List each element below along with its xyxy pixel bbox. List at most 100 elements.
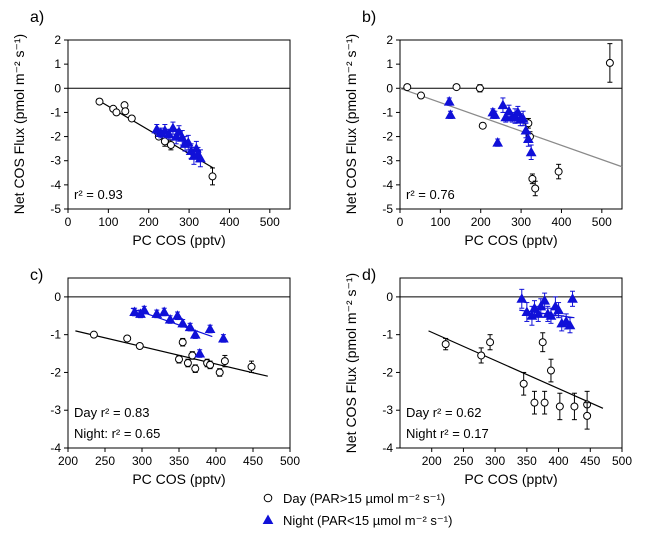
night-point: [521, 306, 533, 316]
r-squared-annotation: r² = 0.76: [406, 187, 455, 202]
night-point: [138, 304, 150, 315]
r-squared-annotation: Day r² = 0.62: [406, 405, 482, 420]
night-point: [163, 128, 175, 139]
day-point: [121, 107, 130, 116]
night-point: [194, 348, 206, 358]
night-point: [516, 293, 528, 303]
x-tick-label: 250: [95, 454, 115, 468]
y-tick-label: -5: [382, 202, 393, 216]
legend-day-label: Day (PAR>15 µmol m⁻² s⁻¹): [283, 491, 445, 506]
legend-night-marker: [262, 514, 274, 524]
day-point: [546, 366, 555, 375]
x-axis-label: PC COS (pptv): [132, 471, 225, 487]
day-point: [95, 97, 104, 106]
night-point: [195, 152, 206, 163]
day-point: [178, 338, 187, 347]
y-tick-label: 1: [386, 57, 393, 71]
x-axis-label: PC COS (pptv): [464, 232, 557, 248]
day-point: [486, 338, 495, 347]
night-point: [489, 109, 501, 119]
x-tick-label: 500: [260, 215, 280, 229]
night-point: [500, 111, 512, 122]
night-point: [172, 310, 183, 320]
legend-day-marker: [263, 493, 273, 503]
y-tick-label: -4: [382, 441, 393, 455]
y-tick-label: -2: [382, 365, 393, 379]
night-point: [184, 321, 196, 332]
x-axis-label: PC COS (pptv): [464, 471, 557, 487]
panel-label: c): [30, 267, 43, 284]
night-point: [553, 304, 564, 315]
day-point: [570, 402, 579, 411]
y-tick-label: -5: [50, 202, 61, 216]
x-tick-label: 200: [58, 454, 78, 468]
r-squared-annotation: Day r² = 0.83: [74, 405, 150, 420]
x-tick-label: 300: [485, 454, 505, 468]
day-point: [475, 84, 484, 93]
panel-d: 200 250 300 350 400 450 500 -4 -3 -2 -1 0 PC COS (pp…: [343, 267, 632, 487]
night-point: [492, 137, 504, 147]
y-tick-label: 0: [386, 81, 393, 95]
plot-frame: [399, 39, 623, 210]
x-tick-label: 200: [422, 454, 442, 468]
day-fit-line: [75, 330, 268, 377]
y-tick-label: -3: [382, 154, 393, 168]
night-point: [204, 323, 216, 333]
day-point: [247, 362, 256, 371]
night-point: [567, 293, 578, 303]
x-tick-label: 350: [169, 454, 189, 468]
x-tick-label: 500: [612, 454, 632, 468]
day-point: [605, 58, 614, 67]
x-tick-label: 450: [243, 454, 263, 468]
day-point: [191, 364, 200, 373]
plot-frame: [399, 277, 623, 449]
y-axis-label: Net COS Flux (pmol m⁻² s⁻¹): [343, 273, 359, 453]
y-tick-label: 0: [386, 290, 393, 304]
day-point: [112, 108, 121, 117]
x-tick-label: 200: [471, 215, 491, 229]
y-tick-label: -1: [50, 328, 61, 342]
y-tick-label: -1: [382, 105, 393, 119]
night-point: [445, 109, 456, 119]
night-point: [177, 317, 189, 328]
x-tick-label: 400: [206, 454, 226, 468]
night-point: [191, 143, 202, 153]
y-tick-label: 0: [54, 290, 61, 304]
panel-b: 0 100 200 300 400 500 -5 -4 -3 -2 -1 0 1 2 PC COS (ppt…: [343, 9, 623, 248]
r-squared-annotation: r² = 0.93: [74, 187, 123, 202]
day-point: [519, 379, 528, 388]
day-point: [215, 368, 224, 377]
panel-c: 200 250 300 350 400 450 500 -4 -3 -2 -1 0 PC COS (pp…: [30, 267, 300, 487]
day-point: [531, 184, 540, 193]
night-point: [173, 126, 185, 136]
day-point: [478, 121, 487, 130]
day-point: [183, 359, 192, 367]
day-point: [206, 360, 215, 369]
day-point: [175, 355, 183, 364]
y-axis-label: Net COS Flux (pmol m⁻² s⁻¹): [343, 34, 359, 214]
day-point: [538, 338, 547, 347]
x-tick-label: 100: [98, 215, 118, 229]
night-point: [129, 306, 140, 316]
x-tick-label: 200: [139, 215, 159, 229]
x-tick-label: 500: [280, 454, 300, 468]
day-point: [123, 334, 132, 343]
y-tick-label: -3: [50, 403, 61, 417]
day-fit-line: [428, 330, 604, 409]
r-squared-annotation: Night: r² = 0.65: [74, 426, 160, 441]
day-point: [583, 411, 592, 420]
y-tick-label: -1: [50, 105, 61, 119]
night-point: [520, 125, 532, 135]
x-tick-label: 300: [132, 454, 152, 468]
day-point: [452, 83, 461, 92]
x-tick-label: 250: [453, 454, 473, 468]
x-tick-label: 0: [65, 215, 72, 229]
day-point: [89, 330, 98, 339]
day-point: [555, 402, 564, 411]
y-tick-label: -4: [50, 178, 61, 192]
y-tick-label: -4: [50, 441, 61, 455]
y-tick-label: -2: [382, 130, 393, 144]
plot-frame: [67, 39, 291, 210]
y-tick-label: 2: [54, 33, 61, 47]
